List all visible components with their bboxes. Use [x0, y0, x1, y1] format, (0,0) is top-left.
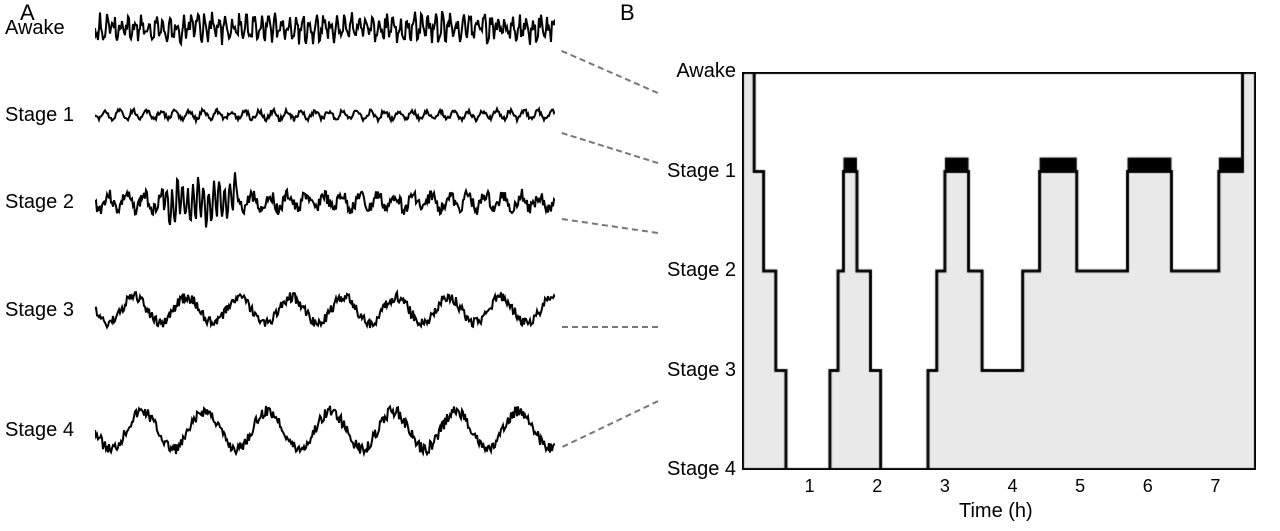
eeg-row-0: Awake: [5, 0, 555, 68]
dashed-connector: [562, 326, 658, 328]
eeg-row-4: Stage 4: [5, 390, 555, 470]
hypnogram-x-tick-label: 2: [872, 476, 882, 497]
eeg-label: Stage 2: [5, 191, 95, 214]
hypnogram-x-tick-label: 7: [1210, 476, 1220, 497]
hypnogram-y-label: Stage 3: [660, 359, 736, 382]
eeg-trace: [95, 270, 555, 350]
eeg-label: Awake: [5, 17, 95, 40]
hypnogram-x-tick-label: 3: [940, 476, 950, 497]
panel-b-label: B: [620, 0, 635, 26]
eeg-row-1: Stage 1: [5, 75, 555, 155]
eeg-trace: [95, 0, 555, 68]
hypnogram-y-label: Stage 2: [660, 259, 736, 282]
eeg-row-2: Stage 2: [5, 162, 555, 242]
hypnogram-y-label: Awake: [660, 60, 736, 83]
hypnogram-y-label: Stage 4: [660, 458, 736, 481]
eeg-label: Stage 1: [5, 104, 95, 127]
eeg-trace: [95, 390, 555, 470]
eeg-trace: [95, 162, 555, 242]
hypnogram-x-tick-label: 4: [1008, 476, 1018, 497]
dashed-connector: [561, 132, 658, 164]
hypnogram-x-tick-label: 1: [805, 476, 815, 497]
hypnogram-x-tick-label: 5: [1075, 476, 1085, 497]
hypnogram-x-tick-label: 6: [1143, 476, 1153, 497]
eeg-label: Stage 4: [5, 419, 95, 442]
hypnogram-y-label: Stage 1: [660, 160, 736, 183]
dashed-connector: [562, 400, 659, 448]
hypnogram-chart: [742, 72, 1256, 470]
dashed-connector: [562, 218, 658, 234]
eeg-label: Stage 3: [5, 299, 95, 322]
hypnogram-x-axis-title: Time (h): [959, 500, 1033, 523]
dashed-connector: [561, 50, 658, 94]
eeg-trace: [95, 75, 555, 155]
eeg-row-3: Stage 3: [5, 270, 555, 350]
sleep-figure: A B AwakeStage 1Stage 2Stage 3Stage 4 Aw…: [0, 0, 1280, 531]
